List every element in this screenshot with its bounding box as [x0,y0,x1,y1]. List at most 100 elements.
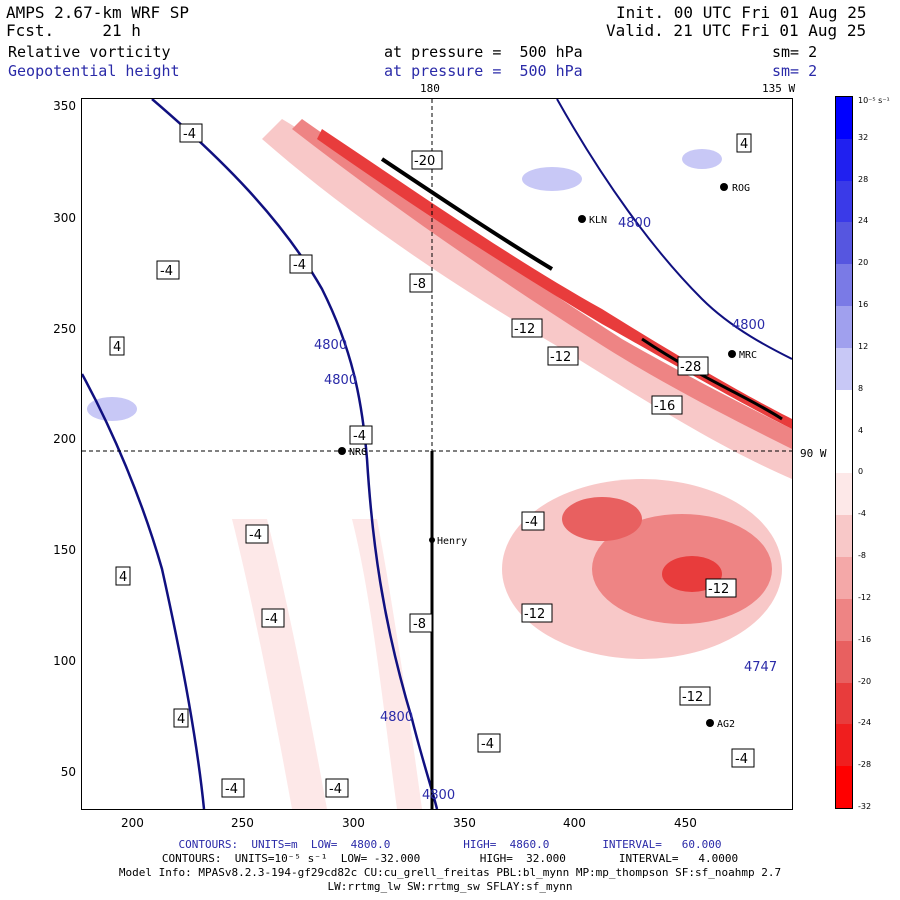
vorticity-contour-cluster [380,157,554,271]
svg-text:-12: -12 [708,582,729,597]
vorticity-shading-band [262,119,792,479]
colorbar-tick-label: 16 [858,300,869,310]
station-marker [578,215,586,223]
vorticity-label-box: -12 [547,346,579,366]
vorticity-shading-strip [232,519,327,809]
svg-text:-28: -28 [680,360,701,375]
vorticity-label-box: -4 [349,425,373,445]
vorticity-shading-blob [562,497,642,541]
field-vorticity-label: Relative vorticity [8,43,171,61]
map-plot-area: KLN ROG MRC NRG Henry AG2 4800 4800 4800… [81,98,793,810]
colorbar-tick-label: -8 [858,551,866,561]
colorbar-segment [836,222,852,265]
vorticity-label-box: -4 [221,778,245,798]
svg-text:-20: -20 [414,154,435,169]
colorbar-segment [836,598,852,642]
height-label: 4800 [314,338,347,353]
height-label: 4800 [380,710,413,725]
height-label: 4800 [324,373,357,388]
x-tick-label: 350 [453,816,476,830]
y-tick-label: 50 [60,765,76,779]
valid-time: Valid. 21 UTC Fri 01 Aug 25 [606,21,867,40]
pressure-level-2: at pressure = 500 hPa [384,62,583,80]
model-info: Model Info: MPASv8.2.3-194-gf29cd82c CU:… [118,866,782,879]
y-tick-label: 300 [53,211,76,225]
svg-text:4: 4 [177,712,185,727]
vorticity-label-box: -4 [521,511,545,531]
vorticity-label-box: -4 [477,733,501,753]
svg-text:-4: -4 [265,612,278,627]
pressure-level-1: at pressure = 500 hPa [384,43,583,61]
x-tick-label: 300 [342,816,365,830]
x-tick-label: 200 [121,816,144,830]
vorticity-label-box: -4 [731,748,755,768]
colorbar-tick-label: 24 [858,216,869,226]
height-contour-4800 [556,99,792,360]
vorticity-label-box: -12 [679,686,711,706]
height-label: 4747 [744,660,777,675]
svg-text:-12: -12 [514,322,535,337]
colorbar-segment [836,347,852,391]
colorbar-segment [836,557,852,600]
vorticity-label-box: -8 [409,273,433,293]
station-label: Henry [437,536,467,547]
svg-text:-4: -4 [481,737,494,752]
svg-text:-4: -4 [353,429,366,444]
forecast-hour: Fcst. 21 h [6,21,141,40]
vorticity-label-box: -20 [411,150,443,170]
svg-text:-8: -8 [413,617,426,632]
colorbar-tick-label: -4 [858,509,866,519]
svg-text:-4: -4 [225,782,238,797]
smoothing-1: sm= 2 [772,43,818,61]
height-label: 4800 [422,788,455,803]
longitude-135w-label: 135 W [762,82,796,95]
vorticity-label-box: -12 [705,578,737,598]
vorticity-label-box: -8 [409,613,433,633]
vorticity-contour-cluster [641,337,783,421]
colorbar-segment [836,306,852,349]
vorticity-label-box: -4 [261,608,285,628]
positive-vorticity-patch [682,149,722,169]
svg-text:-12: -12 [524,607,545,622]
station-label: AG2 [717,719,735,730]
colorbar-segment [836,264,852,307]
colorbar-tick-label: -32 [858,802,872,811]
vorticity-shading-strip [352,519,422,809]
vorticity-label-box: 4 [736,133,752,153]
svg-text:-4: -4 [329,782,342,797]
colorbar-segment [836,766,852,809]
colorbar-segment [836,473,852,516]
positive-vorticity-patch [87,397,137,421]
colorbar-tick-label: 32 [858,132,869,142]
svg-text:4: 4 [113,340,121,355]
colorbar-segment [836,97,852,140]
vorticity-label-box: -4 [325,778,349,798]
colorbar-segment [836,180,852,223]
station-marker [720,183,728,191]
svg-text:-16: -16 [654,399,675,414]
y-tick-label: 250 [53,322,76,336]
x-tick-label: 450 [674,816,697,830]
x-tick-label: 400 [563,816,586,830]
vorticity-label-box: -16 [651,395,683,415]
colorbar-tick-label: 12 [858,341,869,351]
colorbar-segment [836,724,852,767]
colorbar-tick-label: -16 [858,634,872,644]
vorticity-label-box: -4 [156,260,180,280]
init-time: Init. 00 UTC Fri 01 Aug 25 [616,3,867,22]
svg-text:-8: -8 [413,277,426,292]
colorbar-segment [836,431,852,474]
station-marker [338,447,346,455]
station-label: MRC [739,350,757,361]
colorbar-segment [836,515,852,558]
station-label: ROG [732,183,750,194]
svg-text:4: 4 [740,137,748,152]
vorticity-label-box: -12 [511,318,543,338]
vorticity-label-box: 4 [109,336,125,356]
svg-text:-4: -4 [160,264,173,279]
svg-text:-4: -4 [293,258,306,273]
height-label: 4800 [732,318,765,333]
longitude-90w-label: 90 W [800,447,827,460]
svg-text:-4: -4 [735,752,748,767]
colorbar-tick-label: 4 [858,425,864,435]
